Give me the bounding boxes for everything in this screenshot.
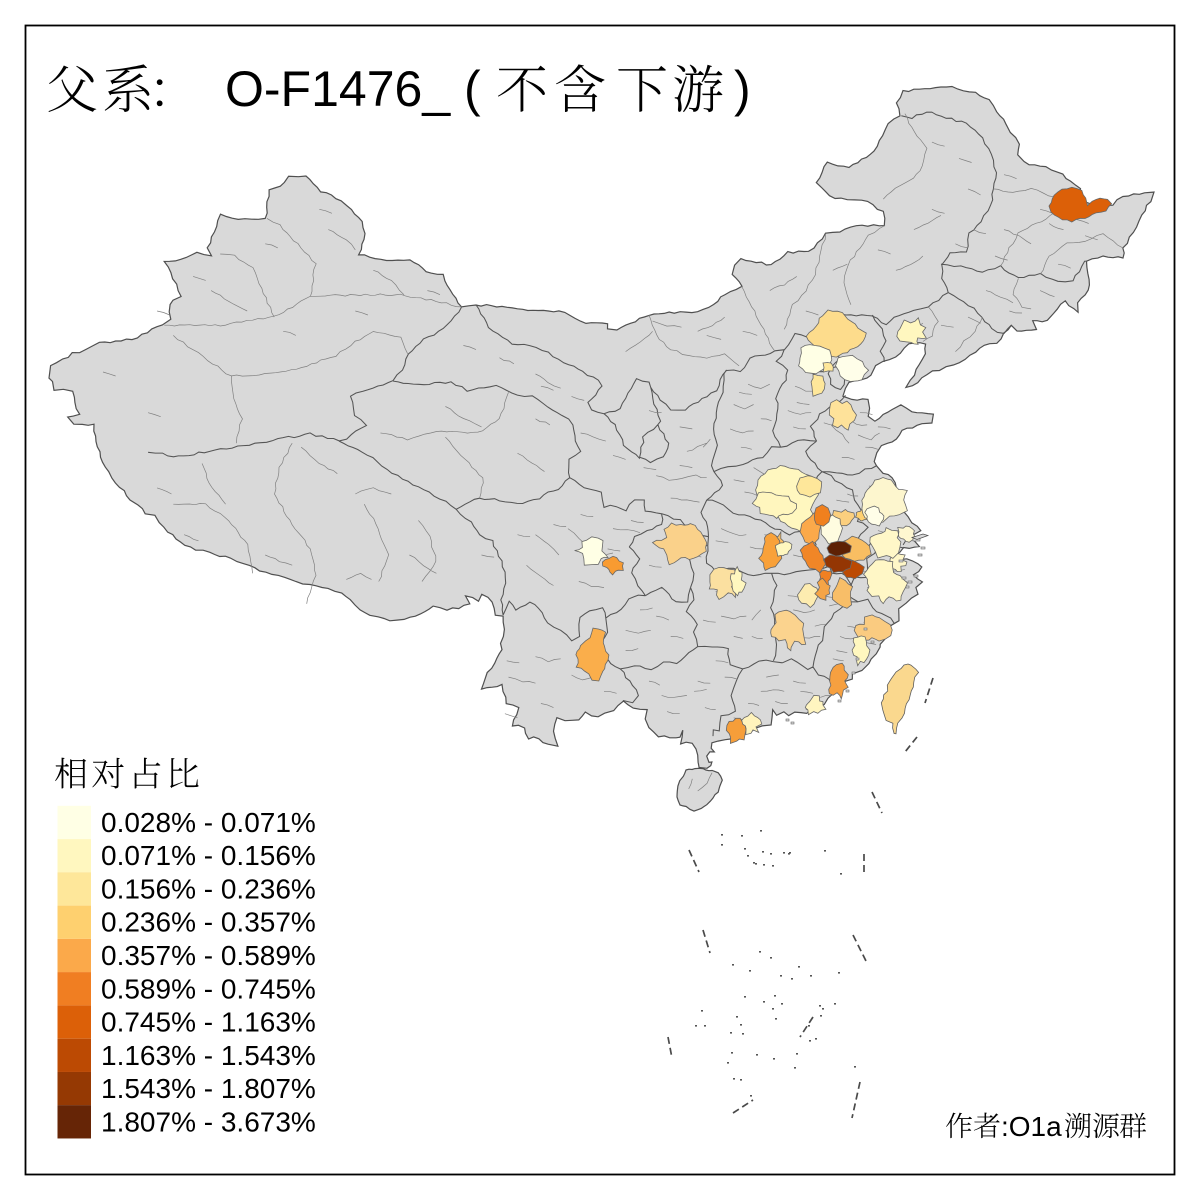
svg-text:0.236% - 0.357%: 0.236% - 0.357% [101,907,316,938]
svg-text:0.357% - 0.589%: 0.357% - 0.589% [101,940,316,971]
svg-text:): ) [734,61,751,117]
svg-text:1.543% - 1.807%: 1.543% - 1.807% [101,1073,316,1104]
svg-text:0.071% - 0.156%: 0.071% - 0.156% [101,840,316,871]
svg-text:1.807% - 3.673%: 1.807% - 3.673% [101,1106,316,1137]
svg-text::O1a: :O1a [1001,1111,1062,1142]
svg-text:1.163% - 1.543%: 1.163% - 1.543% [101,1040,316,1071]
svg-text:0.589% - 0.745%: 0.589% - 0.745% [101,973,316,1004]
svg-text:0.745% - 1.163%: 0.745% - 1.163% [101,1007,316,1038]
svg-text:O-F1476_ (: O-F1476_ ( [225,61,481,117]
svg-text:0.028% - 0.071%: 0.028% - 0.071% [101,807,316,838]
svg-text:0.156% - 0.236%: 0.156% - 0.236% [101,874,316,905]
